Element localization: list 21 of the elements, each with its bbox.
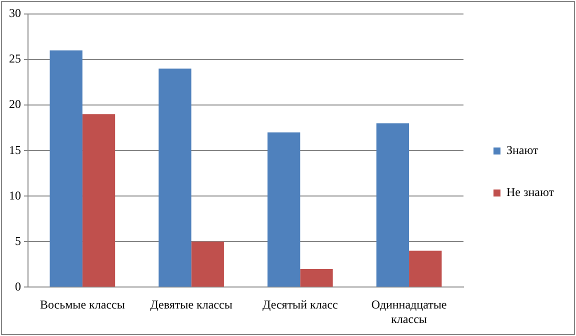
y-tick-label: 30: [9, 6, 21, 20]
bar: [50, 50, 82, 287]
legend-label: Не знают: [506, 185, 555, 200]
x-tick-label: Одиннадцатые классы: [371, 298, 447, 326]
x-tick-label: Десятый класс: [262, 298, 338, 312]
x-tick-label: Девятые классы: [150, 298, 232, 312]
bar: [409, 250, 442, 287]
y-tick-label: 5: [15, 234, 21, 248]
bar: [376, 123, 410, 287]
y-tick-label: 15: [9, 142, 21, 157]
bar: [300, 268, 333, 287]
bar: [82, 114, 116, 287]
bar: [268, 132, 300, 287]
x-tick-label: Восьмые классы: [40, 298, 125, 312]
y-tick-label: 20: [9, 97, 21, 112]
bar: [158, 68, 192, 287]
legend-label: Знают: [506, 143, 540, 158]
y-tick-label: 0: [15, 279, 21, 294]
bar: [191, 242, 224, 287]
y-tick-label: 25: [9, 52, 21, 66]
y-tick-label: 10: [9, 188, 21, 202]
